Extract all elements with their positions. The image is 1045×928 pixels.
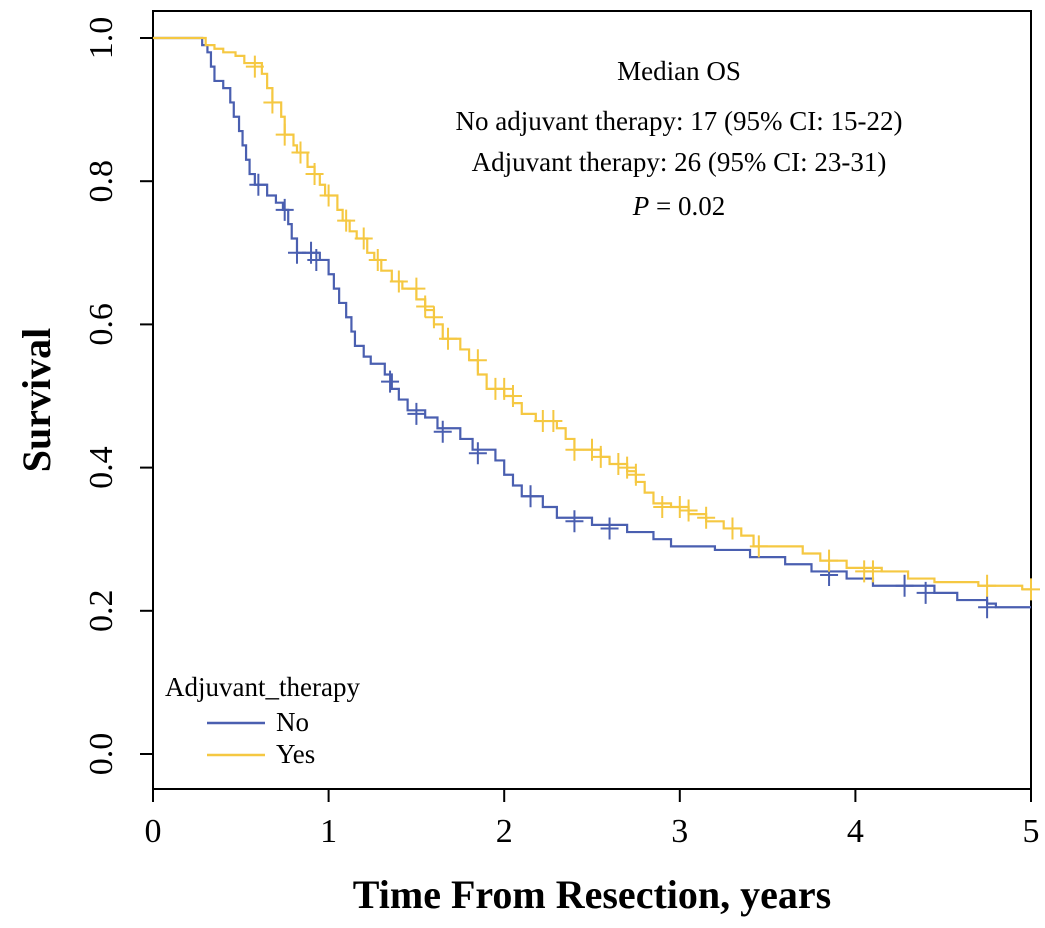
censor-mark-yes-34 [863, 560, 882, 583]
series-yes [153, 36, 1040, 601]
legend: Adjuvant_therapy No Yes [165, 672, 360, 769]
censor-mark-no-14 [916, 581, 935, 604]
censor-mark-yes-23 [609, 453, 628, 476]
annotation-heading: Median OS [617, 56, 741, 86]
censor-mark-yes-17 [503, 385, 522, 407]
x-tick-label-5: 5 [1023, 813, 1040, 850]
censor-mark-no-15 [978, 596, 997, 619]
x-tick-label-0: 0 [145, 813, 162, 850]
censor-mark-yes-12 [424, 306, 443, 329]
y-tick-label-2: 0.4 [83, 446, 120, 489]
censor-mark-yes-3 [291, 141, 310, 164]
x-tick-label-3: 3 [671, 813, 688, 850]
series-layer [153, 36, 1040, 619]
censor-mark-yes-29 [697, 506, 716, 529]
censor-mark-yes-27 [670, 495, 689, 518]
censor-mark-yes-28 [679, 499, 698, 522]
plot-frame [152, 10, 1032, 790]
legend-title: Adjuvant_therapy [165, 672, 360, 702]
y-axis: 0.0 0.2 0.4 0.6 0.8 1.0 [83, 17, 153, 776]
legend-label-no: No [276, 707, 309, 737]
censor-mark-yes-35 [978, 574, 997, 597]
censor-mark-yes-31 [749, 535, 768, 558]
annotation-line-adjuvant: Adjuvant therapy: 26 (95% CI: 23-31) [472, 147, 887, 177]
censor-mark-yes-20 [565, 438, 584, 461]
censor-mark-yes-2 [275, 123, 294, 146]
censor-mark-yes-1 [263, 91, 282, 114]
y-tick-label-1: 0.2 [83, 590, 120, 633]
censor-mark-yes-8 [368, 248, 387, 271]
series-no [153, 36, 1031, 619]
censor-mark-yes-10 [407, 277, 426, 300]
censor-mark-yes-19 [544, 410, 563, 433]
legend-label-yes: Yes [276, 739, 315, 769]
p-label: P [632, 191, 650, 221]
y-tick-label-5: 1.0 [83, 17, 120, 60]
censor-mark-no-0 [249, 173, 268, 196]
censor-mark-yes-7 [354, 227, 373, 250]
x-axis-title: Time From Resection, years [353, 872, 831, 917]
y-axis-title: Survival [14, 328, 59, 472]
x-axis: 0 1 2 3 4 5 [145, 789, 1040, 850]
censor-mark-no-5 [381, 370, 400, 393]
p-value-text: = 0.02 [649, 191, 725, 221]
censor-mark-no-6 [407, 402, 426, 425]
y-tick-label-0: 0.0 [83, 733, 120, 776]
censor-mark-yes-22 [591, 445, 610, 468]
censor-mark-yes-26 [653, 495, 672, 518]
censor-mark-yes-13 [439, 327, 458, 350]
censor-mark-no-11 [600, 517, 619, 540]
median-os-annotation: Median OS No adjuvant therapy: 17 (95% C… [456, 56, 903, 221]
censor-mark-yes-5 [319, 184, 338, 207]
censor-mark-yes-14 [468, 349, 487, 372]
x-tick-label-2: 2 [496, 813, 513, 850]
censor-mark-yes-0 [245, 55, 264, 78]
censor-mark-yes-25 [626, 463, 645, 486]
censor-mark-yes-30 [723, 517, 742, 540]
annotation-line-no-adjuvant: No adjuvant therapy: 17 (95% CI: 15-22) [456, 106, 903, 136]
y-tick-label-3: 0.6 [83, 303, 120, 346]
x-tick-label-4: 4 [847, 813, 864, 850]
x-tick-label-1: 1 [320, 813, 337, 850]
censor-mark-no-8 [468, 442, 487, 465]
censor-mark-yes-36 [1022, 578, 1040, 601]
survival-curve-no [153, 36, 1031, 609]
censor-mark-no-4 [307, 248, 326, 271]
censor-mark-no-7 [433, 420, 452, 443]
censor-mark-no-10 [565, 510, 584, 533]
censor-mark-no-1 [275, 198, 294, 221]
censor-mark-yes-32 [820, 549, 839, 572]
censor-mark-no-13 [895, 574, 914, 597]
censor-mark-yes-6 [337, 209, 356, 232]
censor-mark-no-9 [521, 485, 540, 508]
y-tick-label-4: 0.8 [83, 160, 120, 203]
annotation-p-value: P = 0.02 [632, 191, 725, 221]
censor-mark-yes-9 [389, 270, 408, 293]
censor-mark-yes-11 [416, 295, 435, 318]
censor-mark-yes-4 [305, 163, 324, 186]
